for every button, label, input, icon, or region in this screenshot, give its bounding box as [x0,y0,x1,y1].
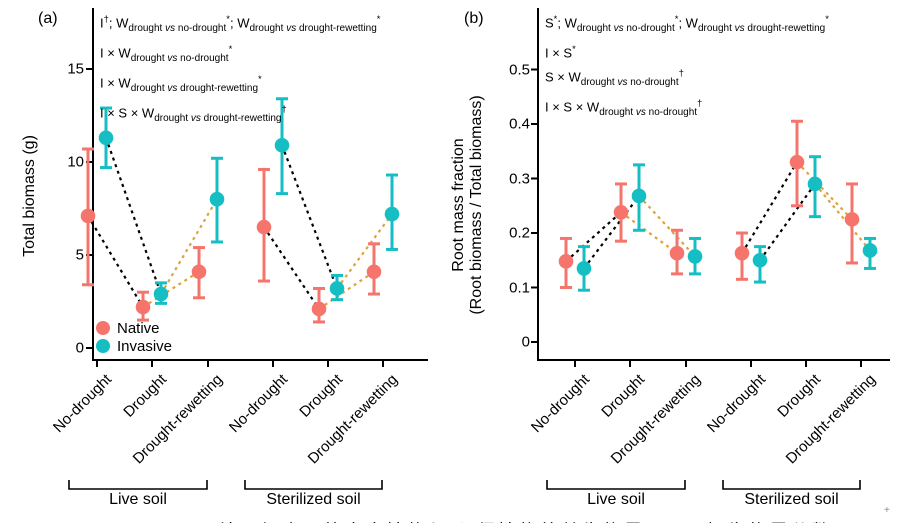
data-point [862,243,878,258]
panel-b-stats-annotations: S*; Wdrought vs no-drought*; Wdrought vs… [545,9,829,123]
legend-item-native: Native [96,319,172,337]
soil-group-bracket [244,480,383,490]
soil-group-label: Sterilized soil [744,491,839,508]
connector-line-orange [160,198,218,295]
stat-annotation-line: S*; Wdrought vs no-drought*; Wdrought vs… [545,14,829,34]
data-point [613,204,629,220]
data-point [256,219,272,235]
connector-line-orange [620,211,678,255]
clipped-caption-text: 图 不同处理组合下的本土植物与 入侵植物的总生物量 (a) 及根生物量分数 (b… [148,516,893,523]
data-point [576,261,592,276]
soil-group-bracket [68,480,208,490]
legend: Native Invasive [96,319,172,355]
data-point [631,188,647,204]
y-tick-label: 5 [75,246,84,264]
soil-group-bracket [722,480,861,490]
legend-item-invasive: Invasive [96,337,172,355]
data-point [687,249,703,264]
y-tick-label: 15 [67,60,84,78]
data-point [98,130,114,146]
invasive-dot-icon [96,339,110,353]
y-tick-label: 0 [521,333,530,351]
legend-label-invasive: Invasive [117,337,173,355]
stat-annotation-line: S × Wdrought vs no-drought† [545,68,684,89]
panel-b-y-axis-title: Root mass fraction (Root biomass / Total … [450,95,485,315]
connector-line-black [583,195,640,270]
soil-group-label: Live soil [109,491,167,508]
data-point [209,191,225,207]
data-point [384,206,400,222]
connector-line-black [87,215,144,308]
soil-group-bracket [546,480,686,490]
connector-line-orange [796,161,853,221]
data-point [329,281,345,296]
data-point [558,254,574,269]
y-tick-label: 0.3 [509,170,530,187]
connector-line-black [104,137,163,295]
y-tick-label: 0.5 [509,61,530,78]
stat-annotation-line: I × S × Wdrought vs no-drought† [545,98,703,119]
y-tick-label: 0.2 [509,224,530,242]
data-point [807,176,823,192]
connector-line-orange [142,270,200,309]
data-point [752,252,768,268]
data-point [734,245,750,261]
soil-group-label: Live soil [587,491,645,508]
data-point [844,212,860,227]
connector-line-orange [638,195,696,258]
data-point [274,137,290,153]
y-tick-label: 0.4 [509,115,530,133]
soil-group-label: Sterilized soil [266,491,361,508]
stat-annotation-line: I × S* [545,43,576,61]
connector-line-black [741,161,798,254]
data-point [153,286,169,302]
data-point [80,208,96,224]
panel-a-letter: (a) [38,10,58,27]
panel-a-y-axis-title: Total biomass (g) [21,135,38,257]
native-dot-icon [96,321,110,335]
connector-line-black [759,183,816,261]
stat-annotation-line: I × S × Wdrought vs drought-rewetting† [100,103,287,124]
data-point [789,154,805,170]
y-tick-label: 10 [67,153,84,171]
stat-annotation-line: I × Wdrought vs no-drought* [100,43,233,64]
stat-annotation-line: I × Wdrought vs drought-rewetting* [100,73,262,94]
connector-line-orange [336,213,393,290]
connector-line-black [280,144,339,289]
data-point [191,264,207,280]
data-point [135,299,151,315]
y-tick-label: 0 [75,339,84,357]
data-point [311,301,327,317]
stat-annotation-line: I†; Wdrought vs no-drought*; Wdrought vs… [100,14,381,34]
data-point [669,245,685,261]
connector-line-black [565,211,622,263]
data-point [366,264,382,280]
connector-line-black [263,226,320,310]
y-tick-label: 0.1 [509,279,530,296]
panel-a-stats-annotations: I†; Wdrought vs no-drought*; Wdrought vs… [100,9,381,129]
connector-line-orange [814,183,871,252]
legend-label-native: Native [117,319,160,337]
stray-plus-mark: + [884,505,890,516]
panel-b-letter: (b) [464,10,484,27]
